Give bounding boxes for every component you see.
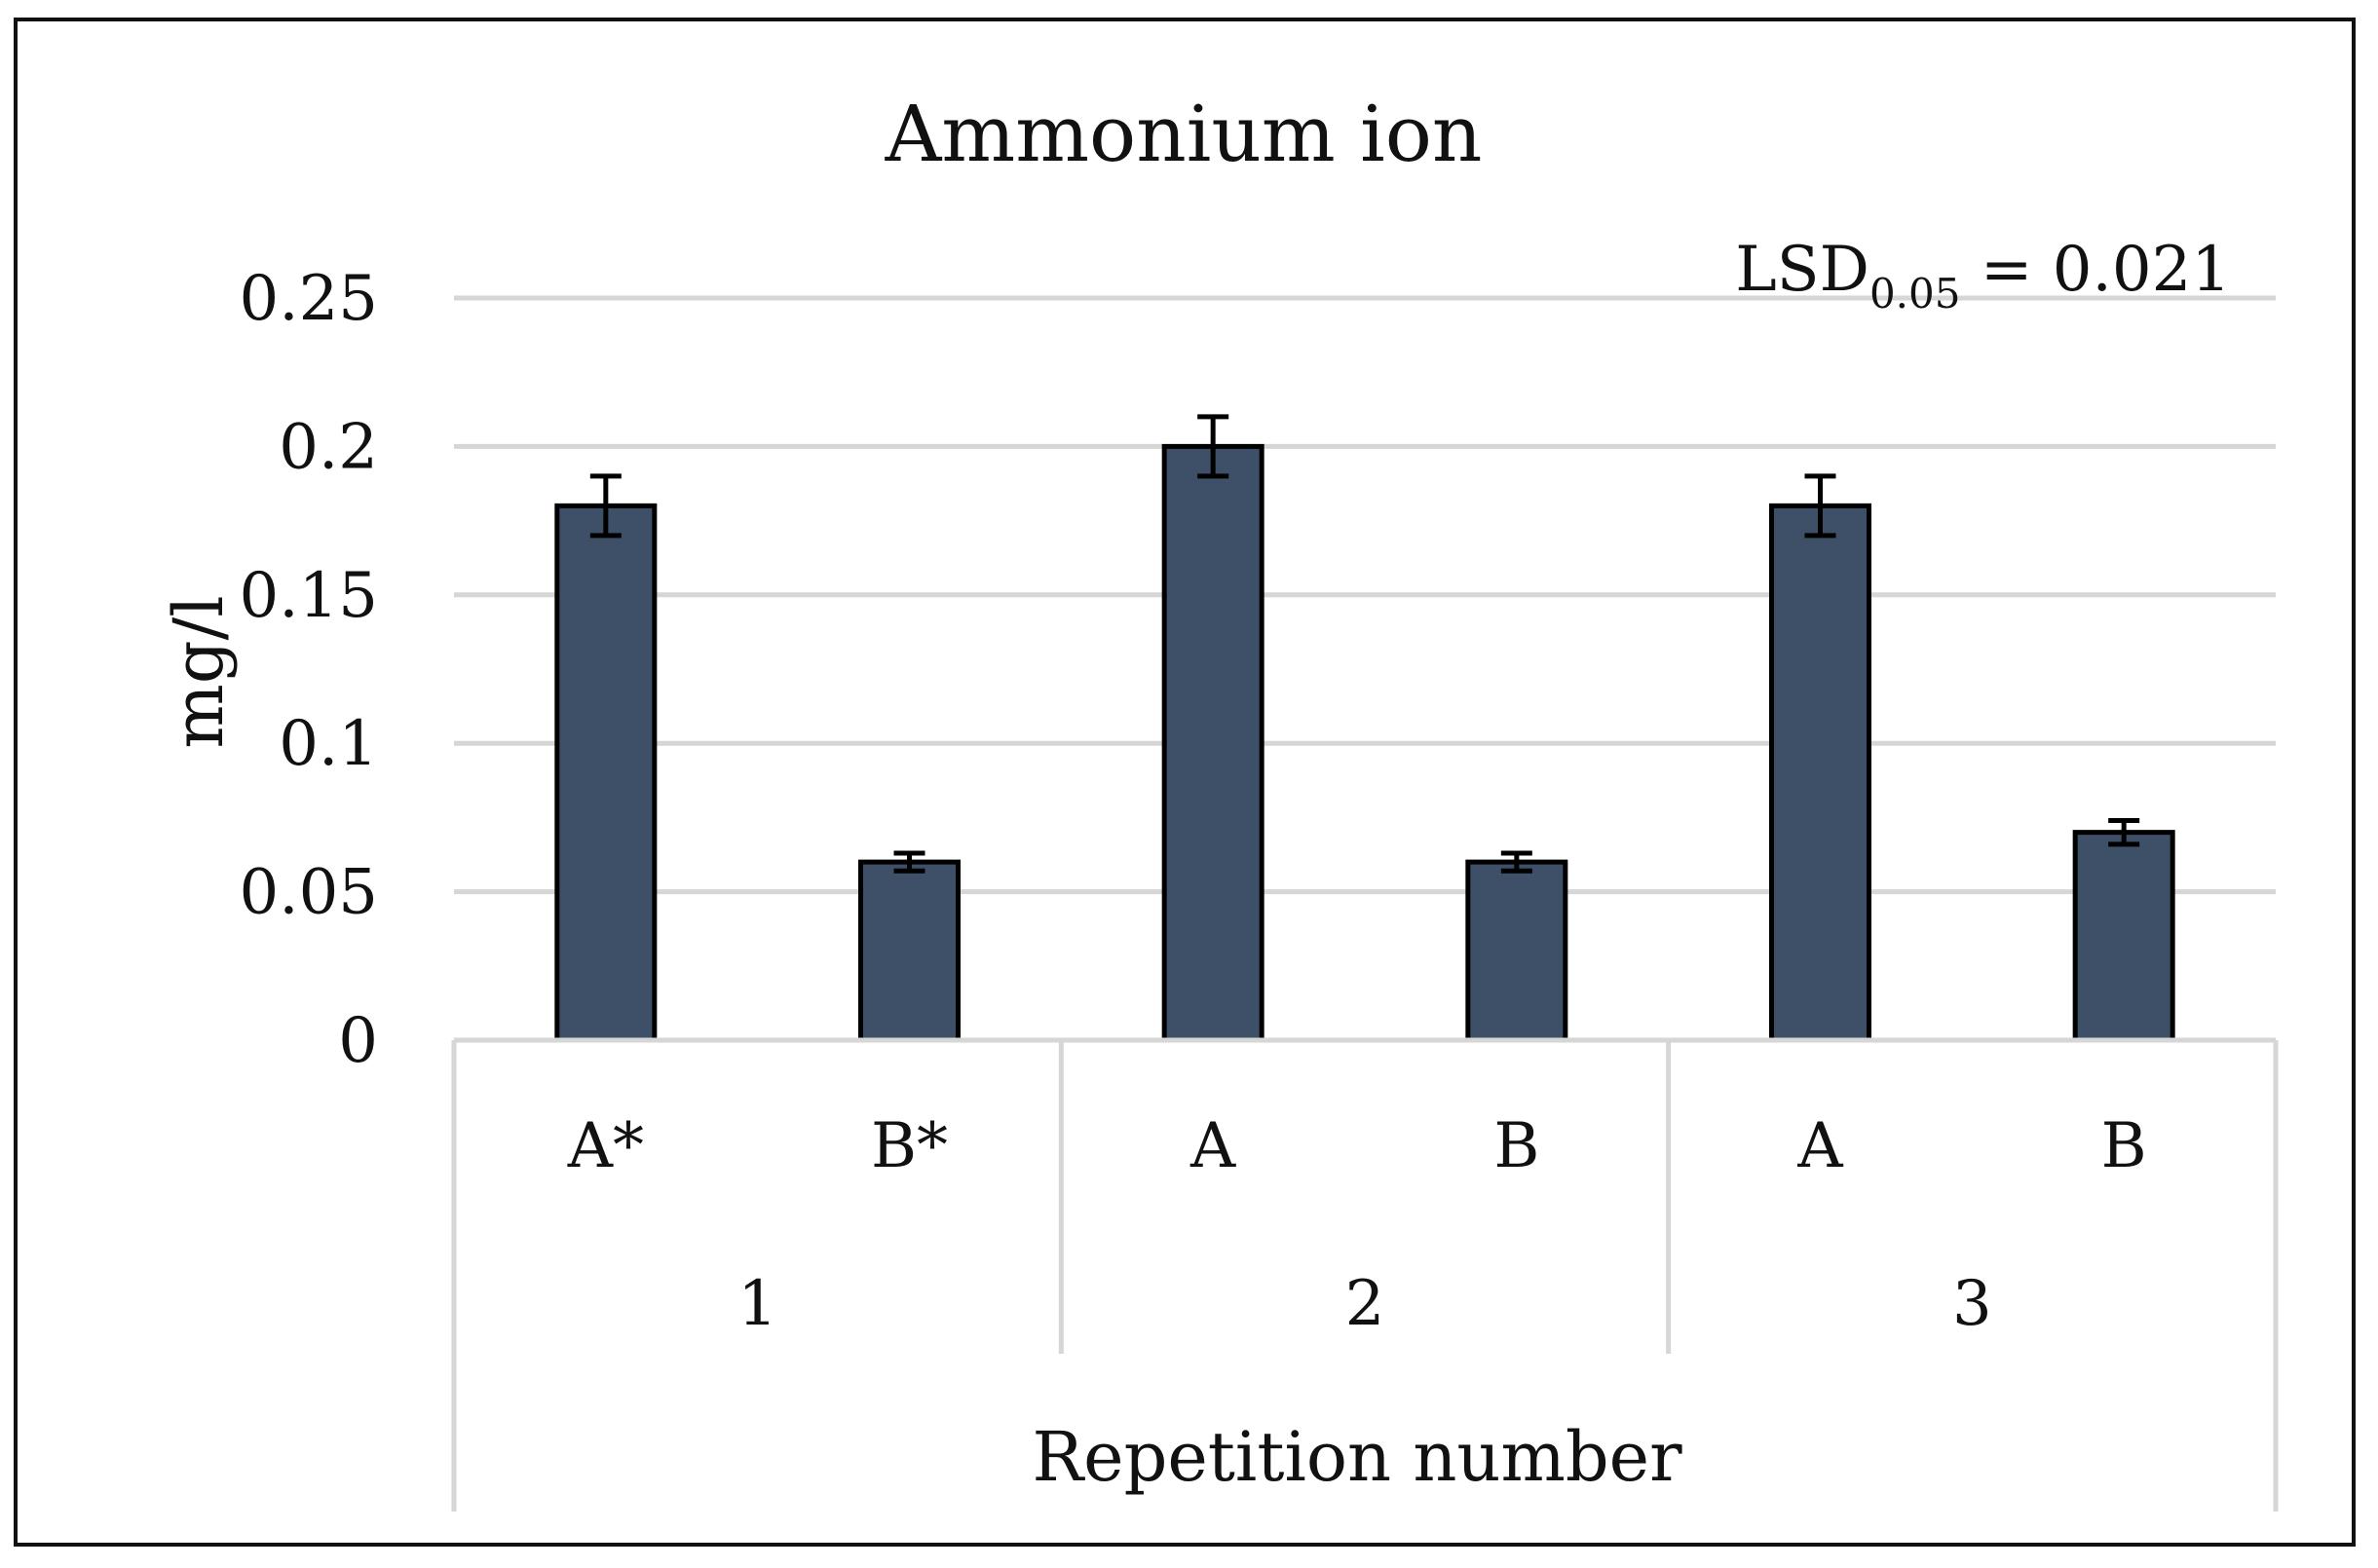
- error-bar: [589, 473, 622, 539]
- y-axis-title: mg/l: [159, 595, 239, 748]
- bar: [554, 503, 658, 1043]
- lsd-main: LSD: [1735, 234, 1869, 306]
- group-label: 3: [1952, 1268, 1992, 1340]
- y-tick-label: 0.15: [240, 560, 379, 632]
- category-label: B: [1493, 1110, 1539, 1182]
- y-tick-label: 0.25: [240, 263, 379, 335]
- lsd-subscript: 0.05: [1869, 270, 1961, 317]
- gridlines: [454, 295, 2276, 895]
- error-bar: [1500, 850, 1532, 874]
- x-axis: A* B* A B A B 1 2 3: [451, 1037, 2279, 1512]
- group-label: 1: [737, 1268, 777, 1340]
- category-label: B: [2101, 1110, 2147, 1182]
- y-tick-labels: 0 0.05 0.1 0.15 0.2 0.25: [240, 263, 379, 1077]
- error-bar: [1197, 414, 1229, 479]
- chart-title: Ammonium ion: [885, 89, 1483, 179]
- bar: [1465, 859, 1568, 1043]
- x-axis-title: Repetition number: [1032, 1417, 1682, 1497]
- error-bars: [589, 414, 2140, 874]
- y-tick-label: 0.1: [279, 708, 378, 780]
- error-bar: [893, 850, 925, 874]
- lsd-value: = 0.021: [1960, 234, 2231, 306]
- bar: [858, 859, 961, 1043]
- group-label: 2: [1345, 1268, 1385, 1340]
- bar: [2072, 830, 2175, 1043]
- bars: [554, 443, 2175, 1043]
- category-label: A*: [567, 1110, 644, 1182]
- bar: [1161, 443, 1264, 1043]
- error-bar: [2108, 817, 2140, 847]
- category-label: B*: [871, 1110, 948, 1182]
- error-bar: [1804, 473, 1836, 539]
- category-label: A: [1189, 1110, 1236, 1182]
- lsd-annotation: LSD0.05 = 0.021: [1735, 234, 2231, 317]
- category-label: A: [1796, 1110, 1843, 1182]
- y-tick-label: 0.05: [240, 857, 379, 929]
- y-tick-label: 0.2: [279, 411, 378, 483]
- bar: [1769, 503, 1871, 1043]
- y-tick-label: 0: [338, 1005, 378, 1077]
